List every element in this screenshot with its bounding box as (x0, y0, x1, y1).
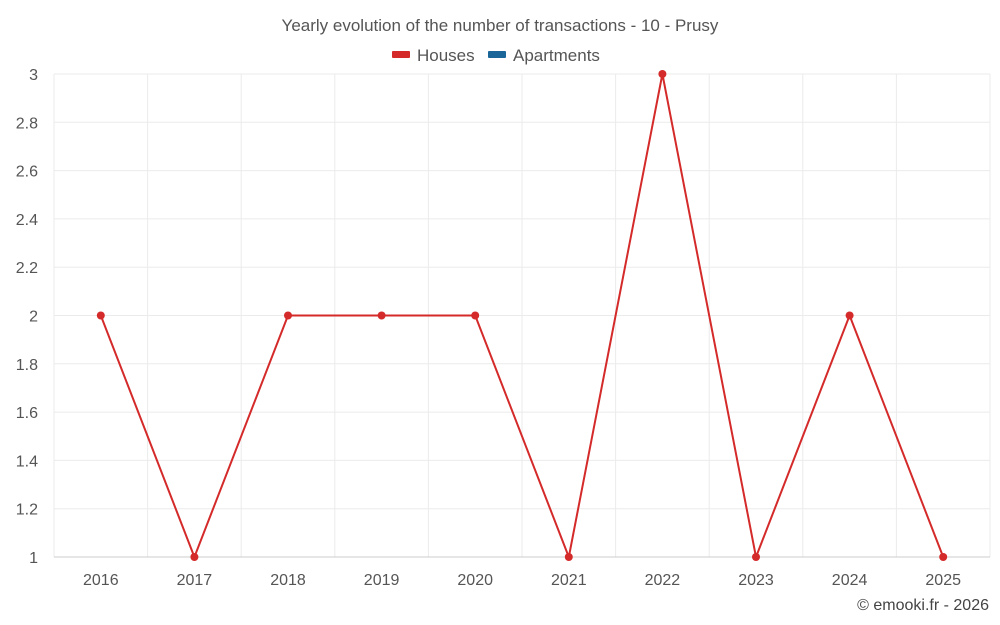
y-tick-label: 1.6 (16, 405, 38, 422)
x-tick-label: 2016 (83, 572, 119, 589)
chart-title: Yearly evolution of the number of transa… (282, 16, 719, 35)
legend-item-apartments[interactable]: Apartments (488, 46, 600, 65)
x-axis-ticks: 2016 2017 2018 2019 2020 2021 2022 2023 2024 2025 (83, 572, 961, 589)
y-tick-label: 2.2 (16, 260, 38, 277)
data-point[interactable] (284, 311, 292, 320)
legend: Houses Apartments (392, 46, 600, 65)
y-axis-ticks: 1 1.2 1.4 1.6 1.8 2 2.2 2.4 2.6 2.8 3 (16, 67, 38, 567)
x-tick-label: 2020 (457, 572, 493, 589)
legend-swatch-houses (392, 51, 410, 58)
x-tick-label: 2021 (551, 572, 587, 589)
x-tick-label: 2018 (270, 572, 306, 589)
legend-item-houses[interactable]: Houses (392, 46, 475, 65)
data-point[interactable] (939, 553, 948, 561)
data-point[interactable] (564, 553, 573, 561)
x-tick-label: 2023 (738, 572, 774, 589)
y-tick-label: 2 (29, 309, 38, 326)
data-point[interactable] (96, 311, 105, 320)
y-tick-label: 2.6 (16, 164, 38, 181)
data-point[interactable] (752, 553, 760, 561)
y-tick-label: 3 (29, 67, 38, 84)
y-tick-label: 2.8 (16, 115, 38, 132)
x-tick-label: 2017 (177, 572, 213, 589)
series-line (99, 73, 945, 558)
legend-label-apartments: Apartments (513, 46, 600, 65)
legend-label-houses: Houses (417, 46, 475, 65)
credit-text: © emooki.fr - 2026 (857, 597, 989, 614)
data-point[interactable] (845, 311, 854, 320)
y-tick-label: 2.4 (16, 212, 38, 229)
data-point[interactable] (471, 311, 480, 320)
y-tick-label: 1.8 (16, 357, 38, 374)
data-point[interactable] (377, 311, 386, 320)
y-tick-label: 1.4 (16, 453, 38, 470)
y-tick-label: 1.2 (16, 502, 38, 519)
x-tick-label: 2019 (364, 572, 400, 589)
x-tick-label: 2024 (832, 572, 868, 589)
series-houses (96, 70, 948, 561)
data-point[interactable] (190, 553, 199, 561)
data-point[interactable] (658, 70, 667, 78)
x-tick-label: 2022 (645, 572, 681, 589)
legend-swatch-apartments (488, 51, 506, 58)
y-tick-label: 1 (29, 550, 38, 567)
x-tick-label: 2025 (925, 572, 961, 589)
